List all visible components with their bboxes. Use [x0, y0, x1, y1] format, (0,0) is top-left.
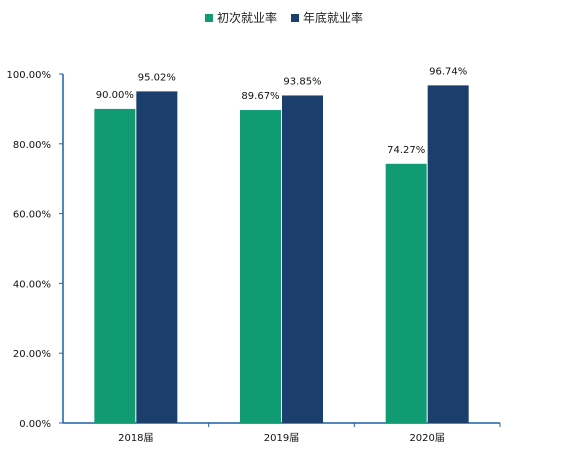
legend-swatch-initial: [204, 13, 213, 22]
data-label: 90.00%: [96, 90, 134, 101]
x-tick-label: 2020届: [409, 432, 444, 444]
bar: [385, 163, 427, 423]
bar: [136, 91, 178, 424]
y-tick-label: 60.00%: [13, 210, 51, 221]
y-tick-label: 20.00%: [13, 349, 51, 360]
legend: 初次就业率 年底就业率: [0, 9, 568, 26]
legend-swatch-yearend: [291, 13, 299, 22]
data-label: 95.02%: [138, 72, 176, 83]
y-tick-label: 0.00%: [19, 419, 51, 430]
legend-label-initial: 初次就业率: [216, 11, 277, 25]
data-label: 89.67%: [241, 91, 279, 102]
x-tick-label: 2019届: [264, 432, 299, 444]
data-label: 93.85%: [283, 76, 321, 87]
data-label: 96.74%: [429, 66, 467, 77]
legend-item-yearend: 年底就业率: [291, 9, 363, 26]
x-tick-label: 2018届: [118, 432, 153, 444]
bar: [94, 108, 136, 424]
bar: [427, 85, 469, 423]
bar: [240, 110, 281, 423]
y-tick-label: 40.00%: [13, 279, 51, 290]
legend-item-initial: 初次就业率: [204, 9, 277, 26]
data-label: 74.27%: [387, 145, 425, 156]
y-tick-label: 80.00%: [13, 140, 51, 151]
bar: [282, 95, 323, 423]
y-tick-label: 100.00%: [7, 70, 52, 81]
legend-label-yearend: 年底就业率: [303, 11, 364, 25]
